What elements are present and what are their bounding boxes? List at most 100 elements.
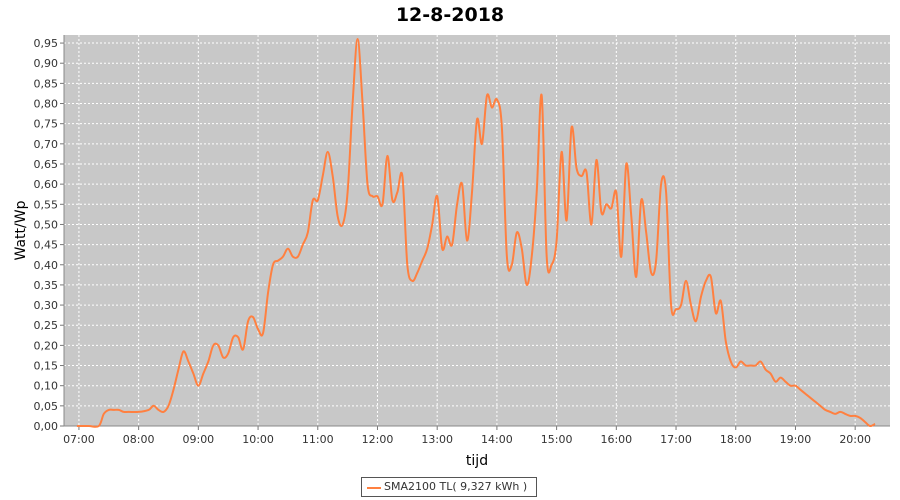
y-tick-label: 0,50	[34, 218, 59, 231]
legend-label: SMA2100 TL( 9,327 kWh )	[384, 480, 528, 493]
data-point	[740, 361, 742, 363]
data-point	[869, 425, 871, 427]
y-tick-label: 0,90	[34, 57, 59, 70]
data-point	[441, 248, 443, 250]
data-point	[720, 300, 722, 302]
data-point	[357, 38, 359, 40]
y-tick-label: 0,95	[34, 37, 59, 50]
data-point	[730, 361, 732, 363]
data-point	[735, 367, 737, 369]
data-point	[436, 195, 438, 197]
data-point	[690, 304, 692, 306]
data-point	[88, 425, 90, 427]
data-point	[198, 385, 200, 387]
data-point	[277, 260, 279, 262]
data-point	[536, 191, 538, 193]
x-tick-label: 16:00	[600, 433, 632, 446]
data-point	[466, 240, 468, 242]
data-point	[650, 272, 652, 274]
data-point	[631, 216, 633, 218]
data-point	[232, 337, 234, 339]
data-point	[511, 264, 513, 266]
data-point	[800, 389, 802, 391]
data-point	[322, 175, 324, 177]
data-point	[780, 377, 782, 379]
data-point	[451, 244, 453, 246]
data-point	[337, 216, 339, 218]
data-point	[422, 260, 424, 262]
data-point	[188, 361, 190, 363]
data-point	[456, 204, 458, 206]
data-point	[158, 409, 160, 411]
data-point	[387, 155, 389, 157]
data-point	[302, 244, 304, 246]
data-point	[626, 163, 628, 165]
data-point	[839, 411, 841, 413]
y-tick-label: 0,05	[34, 400, 59, 413]
data-point	[820, 405, 822, 407]
x-tick-label: 12:00	[362, 433, 394, 446]
axes: 0,00 0,05 0,10 0,15 0,20 0,25 0,30 0,35 0,40 0,45…	[34, 35, 890, 446]
data-point	[347, 191, 349, 193]
data-point	[262, 333, 264, 335]
data-point	[367, 183, 369, 185]
data-point	[635, 276, 637, 278]
y-tick-label: 0,30	[34, 299, 59, 312]
y-tick-label: 0,20	[34, 339, 59, 352]
data-point	[551, 264, 553, 266]
data-point	[591, 224, 593, 226]
data-point	[168, 405, 170, 407]
data-point	[496, 99, 498, 101]
data-point	[76, 425, 78, 427]
data-point	[481, 143, 483, 145]
data-point	[431, 224, 433, 226]
data-point	[148, 409, 150, 411]
data-point	[213, 345, 215, 347]
data-point	[830, 411, 832, 413]
data-point	[835, 413, 837, 415]
data-point	[710, 276, 712, 278]
data-point	[372, 195, 374, 197]
data-point	[616, 191, 618, 193]
data-point	[282, 256, 284, 258]
x-tick-label: 20:00	[839, 433, 871, 446]
data-point	[267, 292, 269, 294]
data-point	[272, 264, 274, 266]
x-tick-label: 10:00	[242, 433, 274, 446]
data-point	[237, 337, 239, 339]
data-point	[208, 361, 210, 363]
data-point	[362, 103, 364, 105]
data-point	[491, 107, 493, 109]
data-point	[476, 119, 478, 121]
data-point	[660, 183, 662, 185]
data-point	[760, 361, 762, 363]
data-point	[412, 280, 414, 282]
data-point	[128, 411, 130, 413]
y-tick-label: 0,65	[34, 158, 59, 171]
data-point	[193, 373, 195, 375]
data-point	[854, 415, 856, 417]
data-point	[765, 369, 767, 371]
data-point	[571, 127, 573, 129]
data-point	[417, 272, 419, 274]
data-point	[446, 236, 448, 238]
y-tick-label: 0,35	[34, 279, 59, 292]
data-point	[815, 401, 817, 403]
data-point	[705, 280, 707, 282]
data-point	[178, 369, 180, 371]
data-point	[695, 320, 697, 322]
data-point	[317, 200, 319, 202]
data-point	[108, 409, 110, 411]
data-point	[402, 175, 404, 177]
data-point	[601, 212, 603, 214]
data-point	[556, 240, 558, 242]
data-point	[755, 365, 757, 367]
data-point	[392, 200, 394, 202]
data-point	[501, 127, 503, 129]
y-tick-label: 0,80	[34, 98, 59, 111]
data-point	[675, 308, 677, 310]
data-point	[461, 183, 463, 185]
data-point	[426, 248, 428, 250]
data-point	[163, 411, 165, 413]
x-tick-label: 08:00	[123, 433, 155, 446]
